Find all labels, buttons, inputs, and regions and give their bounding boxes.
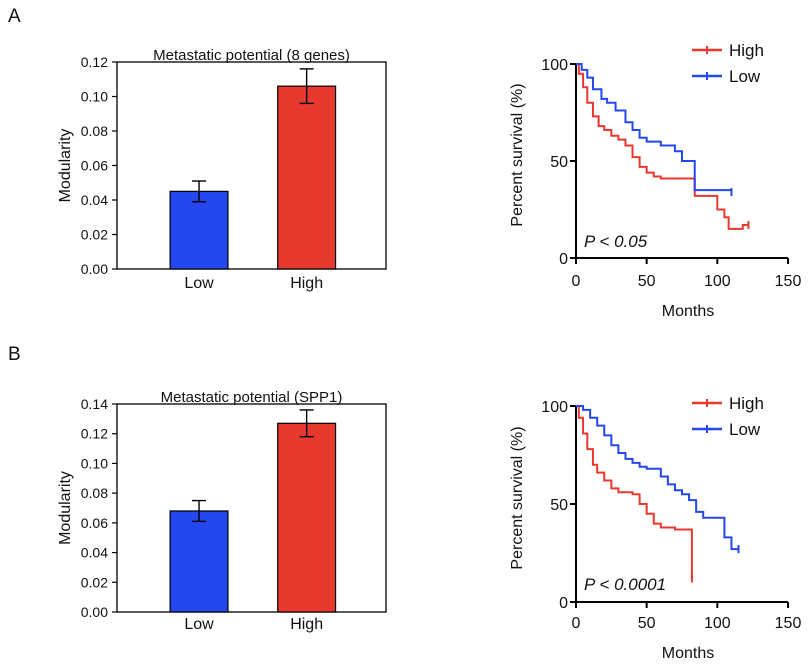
y-tick-label: 0.14 <box>81 396 108 412</box>
chart-title: Metastatic potential (SPP1) <box>161 389 343 406</box>
series-line-high <box>576 63 749 230</box>
y-axis-label: Percent survival (%) <box>509 426 526 569</box>
y-axis-label: Modularity <box>57 129 74 203</box>
y-tick-label: 0 <box>559 595 568 612</box>
bar-high <box>277 422 337 613</box>
y-tick-label: 50 <box>550 154 568 171</box>
series-line-high <box>576 405 693 579</box>
y-tick-label: 0 <box>559 251 568 268</box>
x-category-label: Low <box>184 616 214 633</box>
bar-low <box>169 510 229 613</box>
bar-low <box>169 190 229 270</box>
y-tick-label: 0.08 <box>81 485 108 501</box>
x-tick-label: 50 <box>638 615 656 632</box>
series-line-low <box>576 405 739 551</box>
plot-frame <box>116 61 387 270</box>
x-category-label: High <box>290 616 323 633</box>
p-value-annotation: P < 0.0001 <box>584 575 666 594</box>
y-axis-label: Modularity <box>57 471 74 545</box>
chart-title: Metastatic potential (8 genes) <box>153 47 350 64</box>
x-tick-label: 50 <box>638 273 656 290</box>
y-tick-label: 0.06 <box>81 515 108 531</box>
x-axis-label: Months <box>662 303 714 320</box>
x-tick-label: 0 <box>572 615 581 632</box>
x-tick-label: 150 <box>775 615 802 632</box>
y-tick-label: 0.12 <box>81 426 108 442</box>
plot-frame <box>116 403 387 613</box>
p-value-annotation: P < 0.05 <box>584 232 648 251</box>
y-tick-label: 100 <box>541 399 568 416</box>
y-tick-label: 100 <box>541 57 568 74</box>
y-tick-label: 0.10 <box>81 89 108 105</box>
legend-label-low: Low <box>729 420 761 439</box>
x-tick-label: 100 <box>704 615 731 632</box>
legend-label-high: High <box>729 394 764 413</box>
y-tick-label: 50 <box>550 497 568 514</box>
panel-letter-b: B <box>8 344 21 365</box>
legend-label-high: High <box>729 41 764 60</box>
x-tick-label: 100 <box>704 273 731 290</box>
x-tick-label: 150 <box>775 273 802 290</box>
x-tick-label: 0 <box>572 273 581 290</box>
y-tick-label: 0.00 <box>81 604 108 620</box>
y-tick-label: 0.04 <box>81 545 108 561</box>
y-tick-label: 0.10 <box>81 455 108 471</box>
y-tick-label: 0.00 <box>81 261 108 277</box>
panel-letter-a: A <box>8 6 21 27</box>
x-category-label: Low <box>184 275 214 292</box>
y-axis-label: Percent survival (%) <box>509 83 526 226</box>
y-tick-label: 0.02 <box>81 574 108 590</box>
y-tick-label: 0.12 <box>81 54 108 70</box>
bar-high <box>277 85 337 270</box>
legend-label-low: Low <box>729 67 761 86</box>
series-line-low <box>576 63 733 193</box>
y-tick-label: 0.08 <box>81 123 108 139</box>
y-tick-label: 0.04 <box>81 192 108 208</box>
x-category-label: High <box>290 275 323 292</box>
x-axis-label: Months <box>662 645 714 662</box>
y-tick-label: 0.06 <box>81 158 108 174</box>
y-tick-label: 0.02 <box>81 227 108 243</box>
